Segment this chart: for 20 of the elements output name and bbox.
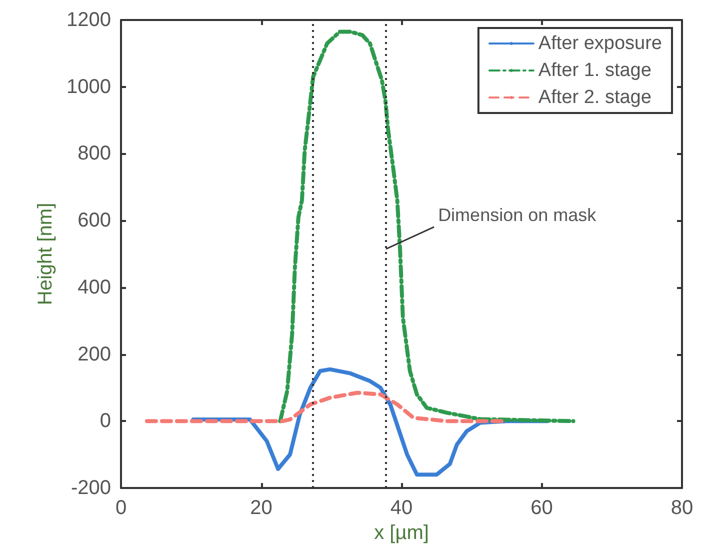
y-axis-title: Height [nm] xyxy=(34,202,57,306)
x-tick-label: 20 xyxy=(250,497,272,519)
legend-label: After exposure xyxy=(538,33,662,54)
y-tick-label: 1000 xyxy=(66,76,111,98)
line-series xyxy=(144,390,506,424)
y-tick-label: 1200 xyxy=(66,9,111,31)
legend-label: After 1. stage xyxy=(538,60,652,81)
x-axis-title: x [µm] xyxy=(374,522,429,544)
y-tick-label: 400 xyxy=(78,276,111,298)
y-tick-label: 800 xyxy=(78,142,111,165)
x-tick-label: 40 xyxy=(390,497,413,519)
y-tick-label: 600 xyxy=(78,210,111,232)
y-tick-label: -200 xyxy=(70,477,111,499)
x-tick-label: 0 xyxy=(115,497,127,519)
y-tick-label: 200 xyxy=(78,343,111,366)
x-tick-label: 80 xyxy=(670,497,694,519)
annotation: Dimension on mask xyxy=(438,204,598,225)
y-tick-label: 0 xyxy=(100,410,111,432)
legend-label: After 2. stage xyxy=(538,87,652,108)
x-tick-label: 60 xyxy=(530,497,553,519)
